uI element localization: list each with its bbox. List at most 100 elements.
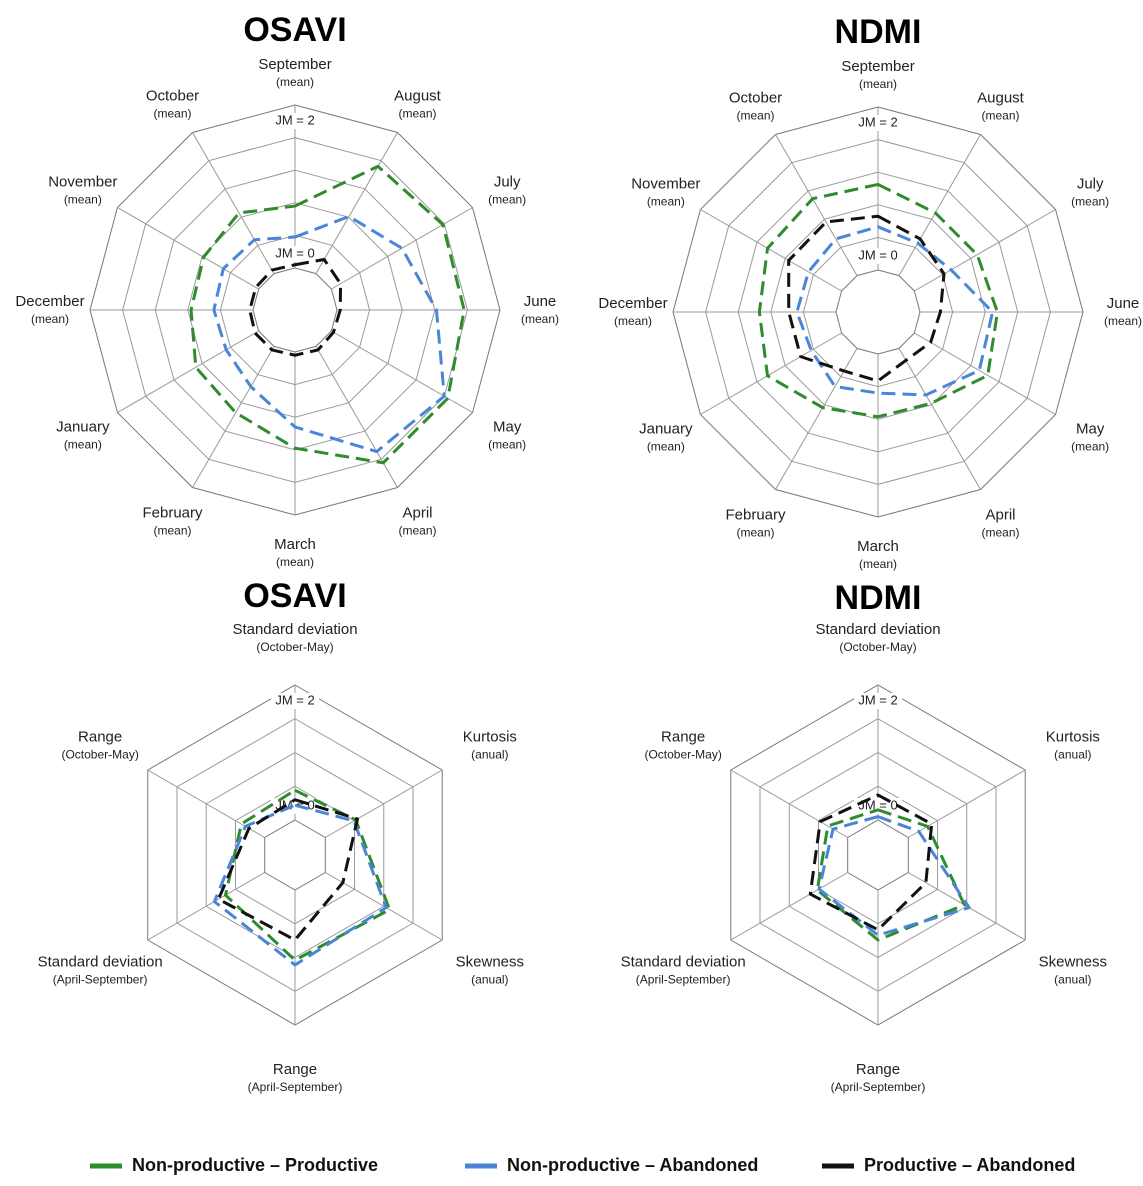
tick-label: JM = 2 bbox=[858, 692, 897, 707]
category-sublabel: (mean) bbox=[1104, 314, 1142, 328]
tick-label-bg bbox=[854, 115, 902, 131]
category-sublabel: (October-May) bbox=[839, 640, 916, 654]
category-label: Range bbox=[273, 1061, 317, 1078]
category-label: Kurtosis bbox=[1046, 728, 1100, 745]
category-label: Standard deviation bbox=[621, 953, 746, 970]
category-label: October bbox=[729, 89, 782, 106]
spoke bbox=[730, 872, 848, 941]
category-label: February bbox=[142, 504, 203, 521]
series-line bbox=[808, 793, 934, 932]
tick-label-bg bbox=[854, 248, 902, 264]
spoke bbox=[914, 209, 1056, 292]
chart-title: OSAVI bbox=[243, 11, 346, 49]
spoke bbox=[700, 209, 842, 292]
category-label: Standard deviation bbox=[232, 621, 357, 638]
series-line bbox=[217, 798, 359, 942]
category-sublabel: (anual) bbox=[471, 748, 508, 762]
category-label: March bbox=[274, 536, 316, 553]
category-label: June bbox=[1107, 295, 1140, 312]
tick-ring bbox=[264, 819, 326, 891]
tick-label: JM = 2 bbox=[275, 692, 314, 707]
category-label: Range bbox=[856, 1061, 900, 1078]
series-line bbox=[815, 808, 966, 942]
spoke bbox=[325, 872, 443, 941]
spoke bbox=[117, 330, 259, 413]
category-sublabel: (mean) bbox=[276, 75, 314, 89]
legend-label: Non-productive – Productive bbox=[132, 1155, 378, 1175]
category-sublabel: (mean) bbox=[521, 312, 559, 326]
category-label: December bbox=[15, 293, 84, 310]
category-sublabel: (mean) bbox=[647, 195, 685, 209]
category-sublabel: (mean) bbox=[153, 107, 191, 121]
series-line bbox=[212, 214, 446, 454]
category-sublabel: (mean) bbox=[614, 314, 652, 328]
category-sublabel: (October-May) bbox=[256, 640, 333, 654]
spoke bbox=[192, 132, 275, 274]
category-sublabel: (mean) bbox=[31, 312, 69, 326]
category-sublabel: (October-May) bbox=[644, 748, 721, 762]
legend-label: Productive – Abandoned bbox=[864, 1155, 1075, 1175]
category-label: July bbox=[494, 173, 521, 190]
category-sublabel: (April-September) bbox=[248, 1080, 343, 1094]
category-sublabel: (mean) bbox=[736, 109, 774, 123]
category-sublabel: (mean) bbox=[398, 524, 436, 538]
category-sublabel: (mean) bbox=[859, 557, 897, 571]
category-label: Standard deviation bbox=[815, 621, 940, 638]
category-label: March bbox=[857, 538, 899, 555]
series-line bbox=[757, 182, 999, 419]
category-sublabel: (mean) bbox=[64, 193, 102, 207]
category-sublabel: (mean) bbox=[153, 524, 191, 538]
tick-label: JM = 0 bbox=[858, 247, 897, 262]
category-label: May bbox=[1076, 420, 1105, 437]
tick-label: JM = 0 bbox=[275, 245, 314, 260]
series-line bbox=[189, 164, 466, 465]
category-label: January bbox=[639, 420, 693, 437]
chart-title: NDMI bbox=[835, 13, 922, 51]
spoke bbox=[315, 132, 398, 274]
category-label: August bbox=[394, 87, 442, 104]
category-sublabel: (April-September) bbox=[636, 973, 731, 987]
category-sublabel: (mean) bbox=[488, 193, 526, 207]
category-sublabel: (anual) bbox=[471, 973, 508, 987]
category-label: February bbox=[725, 506, 786, 523]
category-sublabel: (mean) bbox=[981, 526, 1019, 540]
category-label: September bbox=[841, 58, 914, 75]
tick-label-bg bbox=[854, 693, 902, 709]
category-sublabel: (mean) bbox=[981, 109, 1019, 123]
spoke bbox=[325, 769, 443, 838]
spoke bbox=[192, 346, 275, 488]
category-label: September bbox=[258, 56, 331, 73]
category-sublabel: (mean) bbox=[488, 438, 526, 452]
category-label: January bbox=[56, 418, 110, 435]
category-sublabel: (mean) bbox=[1071, 195, 1109, 209]
tick-label-bg bbox=[271, 693, 319, 709]
spoke bbox=[898, 134, 981, 276]
series-line bbox=[787, 214, 946, 383]
category-sublabel: (April-September) bbox=[53, 973, 148, 987]
tick-ring bbox=[252, 267, 338, 353]
category-label: May bbox=[493, 418, 522, 435]
series-line bbox=[212, 803, 388, 967]
tick-label: JM = 2 bbox=[275, 112, 314, 127]
chart-title: NDMI bbox=[835, 579, 922, 617]
category-label: June bbox=[524, 293, 557, 310]
series-line bbox=[795, 225, 995, 397]
category-label: August bbox=[977, 89, 1025, 106]
category-label: Skewness bbox=[1039, 953, 1107, 970]
category-label: Standard deviation bbox=[38, 953, 163, 970]
spoke bbox=[147, 872, 265, 941]
category-sublabel: (anual) bbox=[1054, 973, 1091, 987]
category-sublabel: (mean) bbox=[64, 438, 102, 452]
category-label: December bbox=[598, 295, 667, 312]
category-label: Range bbox=[661, 728, 705, 745]
spoke bbox=[898, 348, 981, 490]
category-label: April bbox=[402, 504, 432, 521]
category-sublabel: (April-September) bbox=[831, 1080, 926, 1094]
series-line bbox=[248, 258, 343, 357]
spoke bbox=[331, 330, 473, 413]
spoke bbox=[700, 332, 842, 415]
legend-label: Non-productive – Abandoned bbox=[507, 1155, 758, 1175]
spoke bbox=[730, 769, 848, 838]
tick-label-bg bbox=[271, 113, 319, 129]
